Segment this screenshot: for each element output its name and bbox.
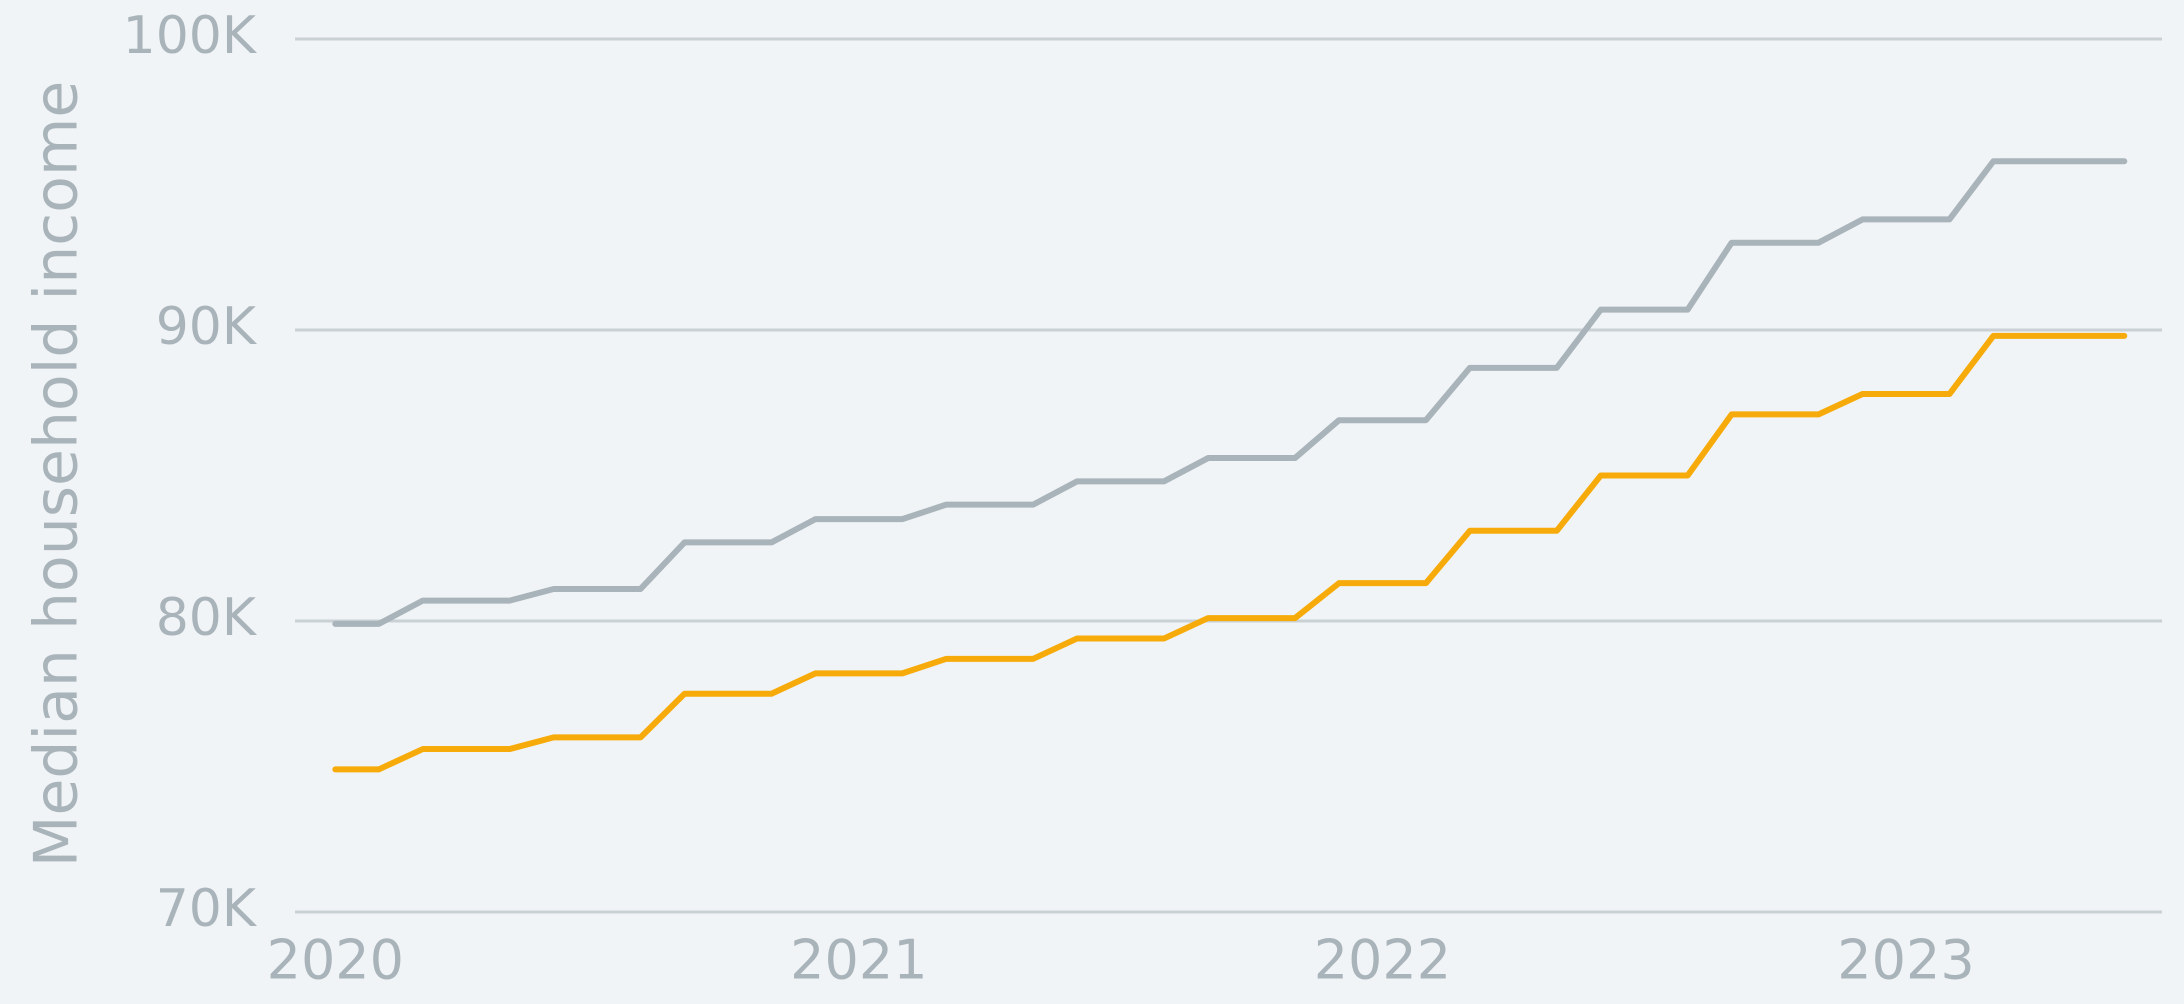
y-tick-label: 90K xyxy=(156,297,258,357)
y-tick-label: 70K xyxy=(156,879,258,939)
x-tick-label: 2022 xyxy=(1314,929,1451,992)
y-tick-label: 80K xyxy=(156,588,258,648)
x-tick-label: 2021 xyxy=(790,929,927,992)
line-series xyxy=(332,158,2128,627)
x-tick-label: 2020 xyxy=(267,929,404,992)
y-axis-title: Median household income xyxy=(22,81,92,868)
x-tick-label: 2023 xyxy=(1837,929,1974,992)
y-tick-label: 100K xyxy=(123,6,258,66)
line-series xyxy=(332,332,2128,773)
